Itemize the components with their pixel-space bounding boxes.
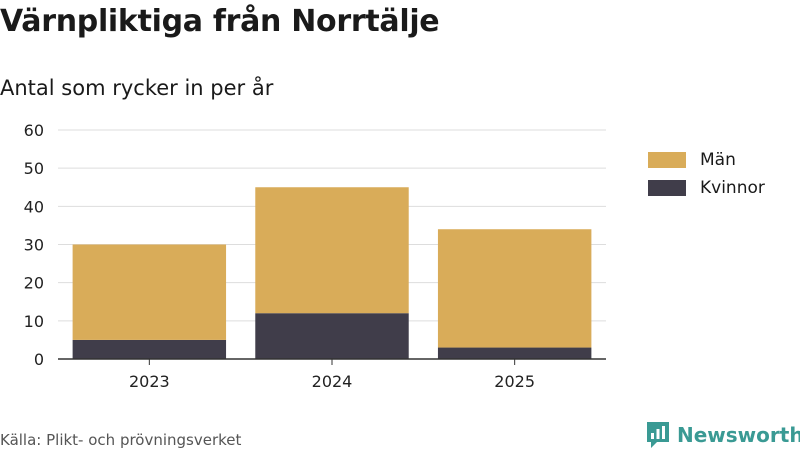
bar-kvinnor-2023 [72, 339, 227, 359]
bar-män-2025 [437, 229, 592, 348]
y-tick-label-50: 50 [24, 159, 44, 178]
chart-legend: Män Kvinnor [648, 146, 765, 202]
legend-item-man: Män [648, 146, 765, 174]
stacked-bar-chart: 0 10 20 30 40 50 60 2023 2024 2025 [24, 121, 606, 391]
x-tick-label-2025: 2025 [494, 372, 535, 391]
legend-label-man: Män [700, 150, 736, 170]
bar-män-2023 [72, 244, 227, 340]
x-tick-label-2023: 2023 [129, 372, 170, 391]
y-tick-label-60: 60 [24, 121, 44, 140]
brand-name: Newsworthy [677, 423, 800, 447]
legend-label-kvinnor: Kvinnor [700, 178, 765, 198]
y-tick-label-0: 0 [34, 350, 44, 369]
brand-logo[interactable]: Newsworthy [645, 420, 800, 450]
legend-item-kvinnor: Kvinnor [648, 174, 765, 202]
bar-män-2024 [255, 187, 409, 314]
y-tick-label-40: 40 [24, 197, 44, 216]
newsworthy-logo-icon [647, 422, 669, 448]
legend-swatch-kvinnor [648, 180, 686, 196]
chart-title: Värnpliktiga från Norrtälje [0, 4, 440, 39]
chart-subtitle: Antal som rycker in per år [0, 76, 274, 100]
legend-swatch-man [648, 152, 686, 168]
source-note: Källa: Plikt- och prövningsverket [0, 431, 242, 449]
bar-kvinnor-2024 [255, 313, 409, 359]
bar-kvinnor-2025 [437, 347, 592, 359]
x-tick-label-2024: 2024 [312, 372, 353, 391]
y-tick-label-20: 20 [24, 274, 44, 293]
y-tick-label-30: 30 [24, 236, 44, 255]
y-tick-label-10: 10 [24, 312, 44, 331]
